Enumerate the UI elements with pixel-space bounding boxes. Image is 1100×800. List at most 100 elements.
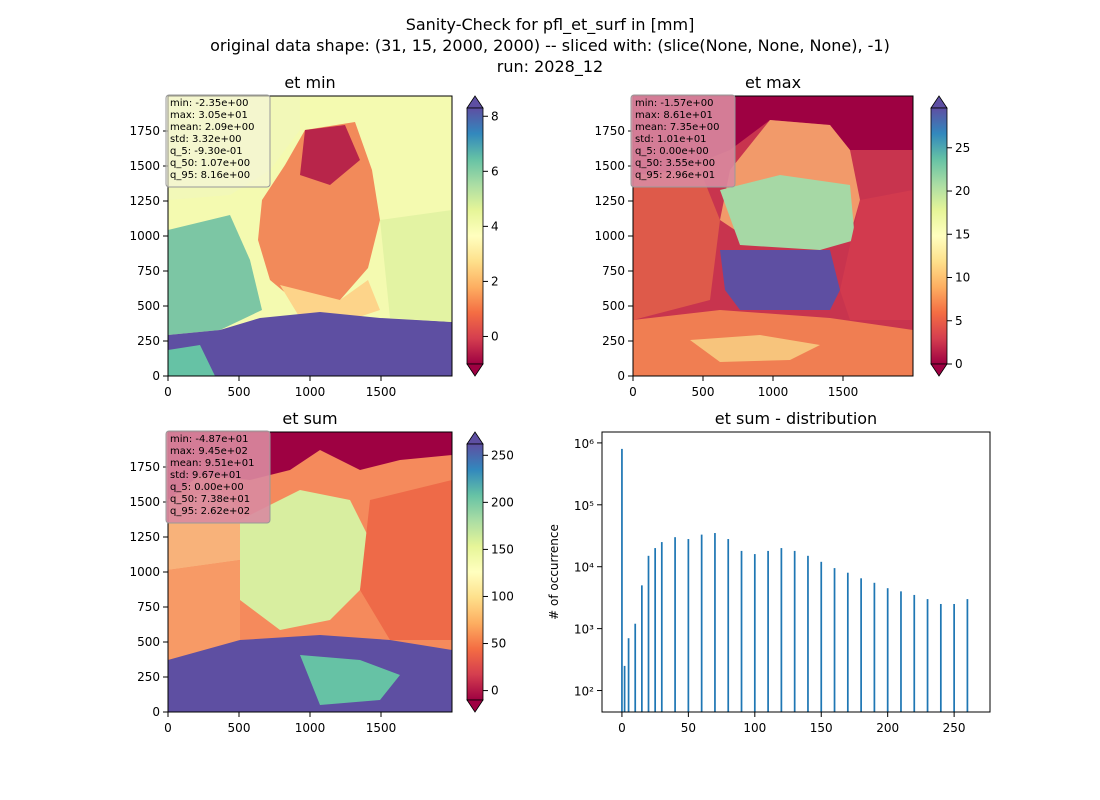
histogram-bar <box>939 603 942 712</box>
y-tick-label: 500 <box>602 299 625 313</box>
stat-line: min: -4.87e+01 <box>170 434 249 445</box>
region-southwest <box>168 345 215 376</box>
stat-line: max: 8.61e+01 <box>635 110 713 121</box>
y-tick-label: 1000 <box>594 229 625 243</box>
region-south <box>280 280 380 320</box>
histogram-bar <box>900 591 902 712</box>
colorbar-tick-label: 200 <box>491 495 514 509</box>
x-tick-label: 1000 <box>295 385 326 399</box>
stat-line: std: 1.01e+01 <box>635 134 707 145</box>
histogram-bar <box>627 638 630 712</box>
histogram-bar <box>714 533 716 712</box>
y-tick-label: 10⁴ <box>574 561 594 575</box>
region-alps-low <box>300 655 400 705</box>
y-tick-label: 1250 <box>129 530 160 544</box>
stats-box: min: -2.35e+00 max: 3.05e+01 mean: 2.09e… <box>165 94 271 188</box>
y-axis: 0 250 500 750 1000 1250 1500 1750 <box>129 460 168 719</box>
stat-line: q_95: 2.96e+01 <box>635 170 715 181</box>
histogram-bar <box>926 599 929 712</box>
x-tick-label: 0 <box>164 721 172 735</box>
panel-title: et sum <box>282 409 337 428</box>
histogram-bar <box>654 548 657 712</box>
colorbar-tick-label: 5 <box>955 314 963 328</box>
histogram-bar <box>966 599 969 712</box>
y-tick-label: 750 <box>137 600 160 614</box>
stat-line: q_50: 3.55e+00 <box>635 158 715 169</box>
x-tick-label: 0 <box>618 721 626 735</box>
colorbar-tick-label: 20 <box>955 184 970 198</box>
y-tick-label: 1500 <box>129 495 160 509</box>
stat-line: min: -1.57e+00 <box>635 98 714 109</box>
colorbar-tick-label: 2 <box>491 274 499 288</box>
y-tick-label: 250 <box>137 334 160 348</box>
colorbar-tick-label: 150 <box>491 542 514 556</box>
x-tick-label: 1000 <box>758 385 789 399</box>
colorbar: 0 2 4 6 8 <box>466 95 499 377</box>
stat-line: q_5: 0.00e+00 <box>635 146 709 157</box>
region-lowland-west <box>168 215 262 335</box>
y-tick-label: 1500 <box>594 159 625 173</box>
y-tick-label: 0 <box>617 369 625 383</box>
y-tick-label: 1000 <box>129 229 160 243</box>
stats-box: min: -4.87e+01 max: 9.45e+02 mean: 9.51e… <box>165 430 271 524</box>
x-axis: 0 50 100 150 200 250 <box>618 712 966 735</box>
stat-line: q_50: 7.38e+01 <box>170 494 250 505</box>
y-tick-label: 1000 <box>129 565 160 579</box>
x-tick-label: 0 <box>164 385 172 399</box>
x-axis: 0 500 1000 1500 <box>164 712 396 735</box>
colorbar-extend-bottom <box>466 699 484 713</box>
y-axis: 0 250 500 750 1000 1250 1500 1750 <box>129 124 168 383</box>
colorbar-tick-label: 15 <box>955 227 970 241</box>
stats-box: min: -1.57e+00 max: 8.61e+01 mean: 7.35e… <box>630 94 736 188</box>
histogram-bar <box>687 539 690 712</box>
histogram-bar <box>780 548 783 712</box>
x-tick-label: 50 <box>681 721 696 735</box>
histogram-bar <box>674 537 676 712</box>
panel-et-sum-distribution: et sum - distribution 0 50 100 150 200 250 10… <box>547 409 991 735</box>
y-tick-label: 1500 <box>129 159 160 173</box>
histogram-bar <box>886 588 889 712</box>
x-axis: 0 500 1000 1500 <box>629 376 858 399</box>
colorbar-tick-label: 250 <box>491 448 514 462</box>
x-tick-label: 500 <box>228 385 251 399</box>
region-north <box>300 125 360 185</box>
histogram-bar <box>913 594 916 712</box>
y-axis: 10² 10³ 10⁴ 10⁵ 10⁶ <box>574 437 602 699</box>
colorbar-extend-top <box>466 95 484 109</box>
histogram-bar <box>623 665 626 712</box>
histogram-bar <box>640 585 643 712</box>
histogram-bar <box>846 572 849 712</box>
stats-box-background <box>630 94 736 188</box>
stat-line: q_50: 1.07e+00 <box>170 158 250 169</box>
stats-box-background <box>165 94 271 188</box>
y-tick-label: 10³ <box>574 623 594 637</box>
region-east <box>380 210 452 322</box>
y-tick-label: 750 <box>137 264 160 278</box>
region-south <box>720 250 840 310</box>
x-tick-label: 1000 <box>295 721 326 735</box>
panel-title: et max <box>745 73 801 92</box>
colorbar-tick-label: 8 <box>491 109 499 123</box>
region-west <box>633 170 720 320</box>
histogram-bar <box>740 550 743 712</box>
colorbar-tick-label: 100 <box>491 589 514 603</box>
suptitle-line-1: Sanity-Check for pfl_et_surf in [mm] <box>406 15 695 35</box>
x-tick-label: 1500 <box>828 385 859 399</box>
y-tick-label: 1750 <box>129 124 160 138</box>
x-tick-label: 100 <box>743 721 766 735</box>
panel-et-sum: et sum 0 500 1000 1500 0 250 500 750 100… <box>129 409 513 735</box>
histogram-bar <box>860 578 862 712</box>
stat-line: max: 3.05e+01 <box>170 110 248 121</box>
x-tick-label: 1500 <box>366 385 397 399</box>
stat-line: mean: 9.51e+01 <box>170 458 254 469</box>
histogram-bar <box>833 568 836 712</box>
stat-line: std: 9.67e+01 <box>170 470 242 481</box>
axes-frame <box>601 431 991 713</box>
y-tick-label: 1750 <box>129 460 160 474</box>
panel-et-min: et min 0 500 1000 1500 0 250 500 750 100… <box>129 73 498 399</box>
x-tick-label: 200 <box>876 721 899 735</box>
colorbar-tick-label: 0 <box>955 357 963 371</box>
y-tick-label: 1250 <box>594 194 625 208</box>
stat-line: q_5: 0.00e+00 <box>170 482 244 493</box>
